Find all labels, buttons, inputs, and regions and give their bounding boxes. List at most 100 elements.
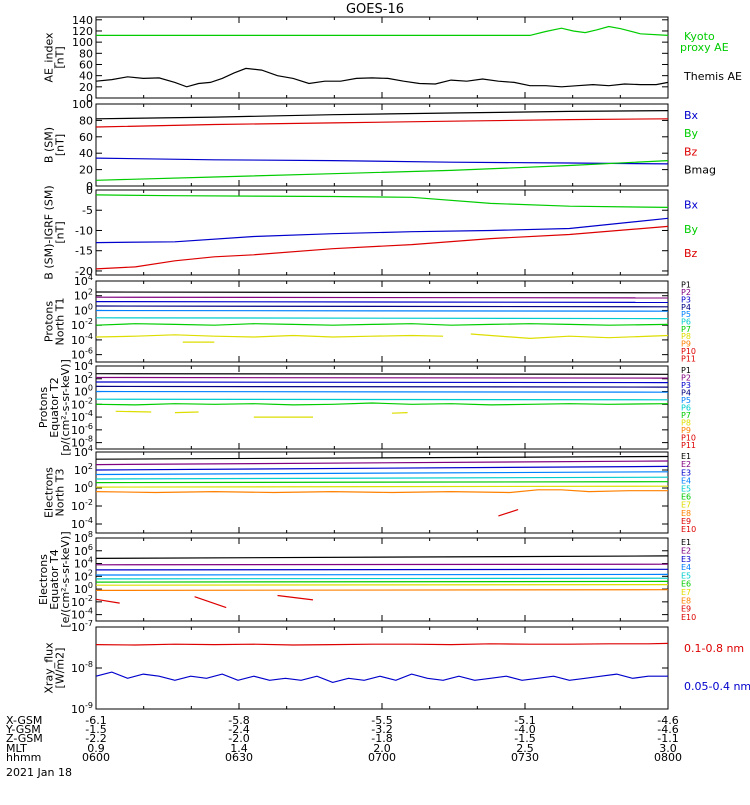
y-tick-label: -10: [75, 224, 93, 237]
legend-label: Bz: [684, 145, 698, 158]
axis-row-value: 0730: [511, 751, 539, 764]
series-line-E6: [96, 581, 668, 582]
series-line-Bz: [96, 119, 668, 127]
legend-label: By: [684, 127, 699, 140]
series-line-P6: [96, 399, 668, 400]
panel-ee: 10810610410210010-210-4ElectronsEquator …: [37, 530, 696, 628]
series-line-P7: [96, 324, 668, 326]
series-line-P2: [96, 297, 668, 298]
series-line-Bx: [96, 158, 668, 164]
y-tick-label: 10-2: [71, 498, 93, 513]
series-line-E11: [278, 596, 314, 600]
y-tick-label: 100: [74, 302, 93, 317]
series-line-E8: [96, 590, 668, 591]
series-line-E9: [96, 599, 120, 603]
panel-frame: [96, 627, 668, 709]
series-line-P8: [116, 411, 152, 412]
axis-row-value: 0600: [82, 751, 110, 764]
series-line-E7: [96, 585, 668, 586]
bottom-axis: X-GSM-6.1-5.8-5.5-5.1-4.6Y-GSM-1.5-2.4-3…: [5, 714, 682, 779]
y-tick-label: 40: [79, 70, 93, 83]
panel-pe: 10410210010-210-410-610-8ProtonsEquator …: [37, 358, 696, 456]
series-line-E9: [498, 510, 518, 516]
legend-label: E10: [681, 525, 696, 534]
series-line-P1: [96, 374, 668, 375]
date-label: 2021 Jan 18: [6, 766, 72, 779]
series-line-P8: [96, 335, 443, 337]
y-tick-label: 140: [72, 14, 93, 27]
series-line-P6: [96, 318, 668, 319]
panel-frame: [96, 538, 668, 621]
series-line-P9: [471, 334, 668, 338]
y-tick-label: 10-4: [71, 516, 93, 531]
series-line-E5: [96, 477, 668, 479]
series-line-By: [96, 195, 668, 208]
series-line-E1: [96, 556, 668, 559]
series-line-Bx: [96, 218, 668, 242]
series-line-E6: [96, 482, 668, 483]
y-tick-label: 100: [72, 36, 93, 49]
series-line-E3: [96, 466, 668, 470]
chart-title: GOES-16: [346, 2, 404, 17]
y-tick-label: 60: [79, 131, 93, 144]
y-axis-label: North T3: [54, 469, 67, 517]
y-tick-label: -15: [75, 245, 93, 258]
y-axis-label: [nT]: [54, 221, 67, 243]
series-line-P4: [96, 306, 668, 307]
legend-label: Bz: [684, 247, 698, 260]
series-line-E7: [96, 486, 668, 487]
y-tick-label: 60: [79, 58, 93, 71]
series-line-E2: [96, 564, 668, 565]
y-tick-label: 40: [79, 147, 93, 160]
legend-label: proxy AE: [680, 41, 729, 54]
y-tick-label: 20: [79, 164, 93, 177]
y-tick-label: 80: [79, 114, 93, 127]
panel-frame: [96, 104, 668, 186]
series-line-P11: [392, 413, 408, 414]
legend-label: E10: [681, 613, 696, 622]
y-axis-label: [nT]: [54, 46, 67, 68]
y-axis-label: [p/(cm²-s-sr-keV)]: [59, 359, 72, 456]
y-axis-label: North T1: [54, 298, 67, 346]
legend-label: Bx: [684, 199, 699, 212]
series-line-P2: [96, 378, 668, 379]
series-line-0.05-0.4 nm: [96, 672, 668, 682]
y-tick-label: 100: [74, 480, 93, 495]
y-tick-label: 120: [72, 25, 93, 38]
series-line-P5: [96, 311, 668, 312]
panels: 020406080100120140AE_index[nT]Kyotoproxy…: [37, 14, 750, 716]
series-line-E4: [96, 574, 668, 575]
series-line-E4: [96, 472, 668, 475]
y-tick-label: 80: [79, 47, 93, 60]
y-tick-label: 100: [72, 98, 93, 111]
panel-ae: 020406080100120140AE_index[nT]Kyotoproxy…: [43, 14, 742, 105]
y-tick-label: -5: [82, 204, 93, 217]
series-line-Themis AE: [96, 68, 668, 86]
series-line-Bmag: [96, 111, 668, 119]
legend-label: Themis AE: [683, 70, 742, 83]
series-line-0.1-0.8 nm: [96, 643, 668, 645]
series-line-P1: [96, 292, 668, 293]
series-line-P3: [96, 302, 668, 303]
y-axis-label: [W/m2]: [54, 648, 67, 689]
axis-row-value: 0800: [654, 751, 682, 764]
series-line-P7: [96, 403, 668, 405]
legend-label: P11: [681, 354, 696, 363]
y-axis-label: [e/(cm²-s-sr-keV)]: [59, 531, 72, 627]
series-line-Kyoto proxy AE: [96, 27, 668, 36]
y-axis-label: [nT]: [54, 134, 67, 156]
y-tick-label: 10-2: [71, 317, 93, 332]
series-line-P9: [175, 412, 199, 413]
series-line-P5: [96, 392, 668, 393]
y-tick-label: 10-7: [71, 619, 93, 634]
series-line-E2: [96, 461, 668, 465]
legend-label: By: [684, 223, 699, 236]
series-line-E3: [96, 569, 668, 570]
axis-row-label: hhmm: [6, 751, 41, 764]
